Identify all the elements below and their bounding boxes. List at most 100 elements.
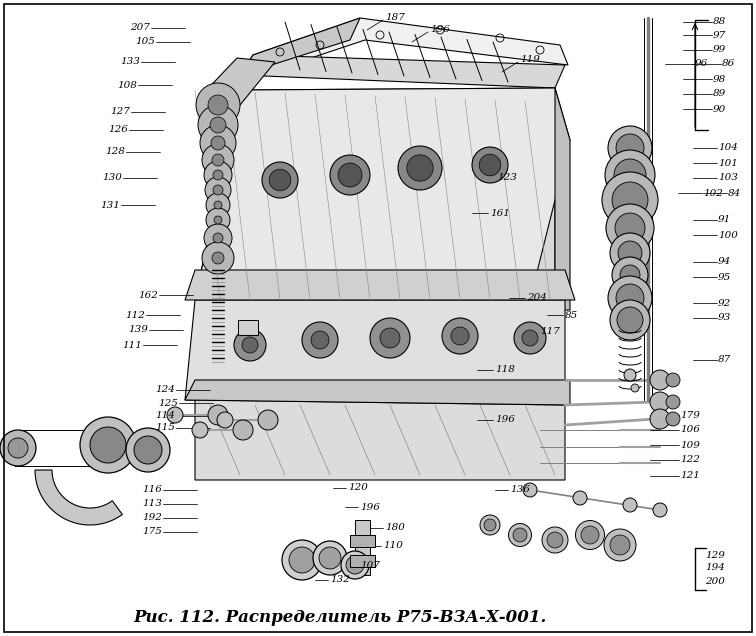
- Circle shape: [214, 201, 222, 209]
- Text: 86: 86: [722, 60, 736, 69]
- Circle shape: [370, 318, 410, 358]
- Text: 196: 196: [360, 502, 380, 511]
- Text: 89: 89: [713, 90, 727, 99]
- Circle shape: [258, 410, 278, 430]
- Text: 87: 87: [718, 356, 731, 364]
- Text: 132: 132: [330, 576, 350, 584]
- Circle shape: [204, 161, 232, 189]
- Circle shape: [618, 241, 642, 265]
- Circle shape: [206, 208, 230, 232]
- Polygon shape: [185, 380, 570, 405]
- Circle shape: [202, 144, 234, 176]
- Text: 102: 102: [703, 188, 723, 198]
- Circle shape: [269, 169, 291, 191]
- Circle shape: [650, 392, 670, 412]
- Circle shape: [666, 412, 680, 426]
- Circle shape: [234, 329, 266, 361]
- Circle shape: [346, 556, 364, 574]
- Text: Рис. 112. Распределитель Р75-ВЗА-Х-001.: Рис. 112. Распределитель Р75-ВЗА-Х-001.: [133, 609, 547, 625]
- Circle shape: [610, 300, 650, 340]
- Text: 122: 122: [680, 455, 700, 464]
- Text: 93: 93: [718, 314, 731, 322]
- Text: 84: 84: [728, 188, 741, 198]
- Circle shape: [198, 105, 238, 145]
- Circle shape: [581, 526, 599, 544]
- Polygon shape: [35, 470, 122, 525]
- Text: 98: 98: [713, 74, 727, 83]
- Text: 115: 115: [155, 424, 175, 432]
- Text: 196: 196: [430, 25, 450, 34]
- Text: 180: 180: [385, 523, 405, 532]
- Circle shape: [650, 409, 670, 429]
- Bar: [355, 520, 370, 575]
- Circle shape: [442, 318, 478, 354]
- Text: 204: 204: [527, 293, 547, 303]
- Text: 192: 192: [142, 513, 162, 523]
- Text: 97: 97: [713, 31, 727, 39]
- Circle shape: [319, 547, 341, 569]
- Circle shape: [302, 322, 338, 358]
- Circle shape: [233, 420, 253, 440]
- Polygon shape: [195, 88, 555, 310]
- Circle shape: [80, 417, 136, 473]
- Text: 124: 124: [155, 385, 175, 394]
- Circle shape: [451, 327, 469, 345]
- Circle shape: [90, 427, 126, 463]
- Circle shape: [617, 307, 643, 333]
- Circle shape: [338, 163, 362, 187]
- Circle shape: [167, 407, 183, 423]
- Circle shape: [204, 224, 232, 252]
- Circle shape: [196, 83, 240, 127]
- Circle shape: [407, 155, 433, 181]
- Bar: [350, 535, 375, 547]
- Circle shape: [612, 182, 648, 218]
- Circle shape: [573, 491, 587, 505]
- Circle shape: [616, 284, 644, 312]
- Circle shape: [262, 162, 298, 198]
- Circle shape: [242, 337, 258, 353]
- Circle shape: [620, 265, 640, 285]
- Circle shape: [602, 172, 658, 228]
- Circle shape: [214, 216, 222, 224]
- Circle shape: [289, 547, 315, 573]
- Text: 129: 129: [705, 551, 725, 560]
- Bar: [238, 320, 258, 335]
- Circle shape: [0, 430, 36, 466]
- Text: 118: 118: [495, 366, 515, 375]
- Polygon shape: [240, 55, 565, 88]
- Circle shape: [606, 204, 654, 252]
- Text: 119: 119: [520, 55, 540, 64]
- Text: 90: 90: [713, 104, 727, 113]
- Circle shape: [523, 483, 537, 497]
- Polygon shape: [240, 18, 360, 75]
- Text: 127: 127: [110, 107, 130, 116]
- Circle shape: [666, 373, 680, 387]
- Text: 161: 161: [490, 209, 510, 218]
- Circle shape: [213, 233, 223, 243]
- Circle shape: [608, 126, 652, 170]
- Circle shape: [313, 541, 347, 575]
- Polygon shape: [253, 18, 568, 75]
- Text: 108: 108: [117, 81, 137, 90]
- Text: 107: 107: [360, 560, 380, 569]
- Circle shape: [575, 520, 605, 550]
- Circle shape: [653, 503, 667, 517]
- Text: 104: 104: [718, 144, 738, 153]
- Text: 162: 162: [138, 291, 158, 300]
- Circle shape: [213, 170, 223, 180]
- Circle shape: [206, 193, 230, 217]
- Circle shape: [211, 136, 225, 150]
- Text: 123: 123: [497, 174, 517, 183]
- Circle shape: [623, 498, 637, 512]
- Circle shape: [612, 257, 648, 293]
- Circle shape: [213, 185, 223, 195]
- Circle shape: [210, 117, 226, 133]
- Text: 125: 125: [158, 399, 178, 408]
- Circle shape: [624, 369, 636, 381]
- Circle shape: [126, 428, 170, 472]
- Text: 179: 179: [680, 410, 700, 420]
- Text: 200: 200: [705, 577, 725, 586]
- Text: 99: 99: [713, 46, 727, 55]
- Circle shape: [514, 322, 546, 354]
- Circle shape: [330, 155, 370, 195]
